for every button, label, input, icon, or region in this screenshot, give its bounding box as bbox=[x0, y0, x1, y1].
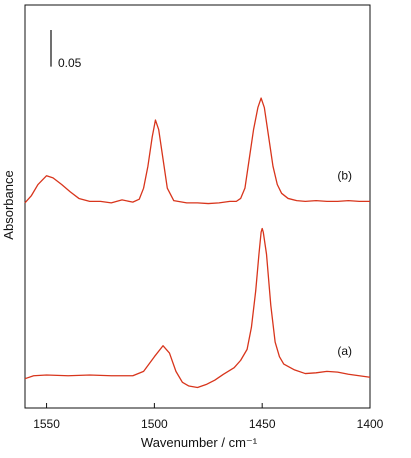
series-label-a: (a) bbox=[337, 344, 352, 358]
plot-border bbox=[24, 4, 371, 409]
x-tick-label: 1400 bbox=[357, 417, 384, 431]
plot-frame bbox=[24, 4, 371, 409]
annotation-group: 0.05 (a) (b) bbox=[50, 30, 352, 358]
series-label-b: (b) bbox=[337, 168, 352, 182]
x-axis: 1550 1500 1450 1400 bbox=[33, 403, 384, 431]
x-tick-label: 1550 bbox=[33, 417, 60, 431]
x-tick-label: 1450 bbox=[249, 417, 276, 431]
spectrum-line-b bbox=[24, 97, 370, 205]
spectrum-line-a bbox=[24, 227, 371, 389]
scale-bar-label: 0.05 bbox=[58, 56, 82, 70]
series-group bbox=[24, 97, 371, 389]
y-axis-title: Absorbance bbox=[1, 170, 16, 239]
x-axis-title: Wavenumber / cm⁻¹ bbox=[141, 435, 258, 450]
x-tick-label: 1500 bbox=[141, 417, 168, 431]
